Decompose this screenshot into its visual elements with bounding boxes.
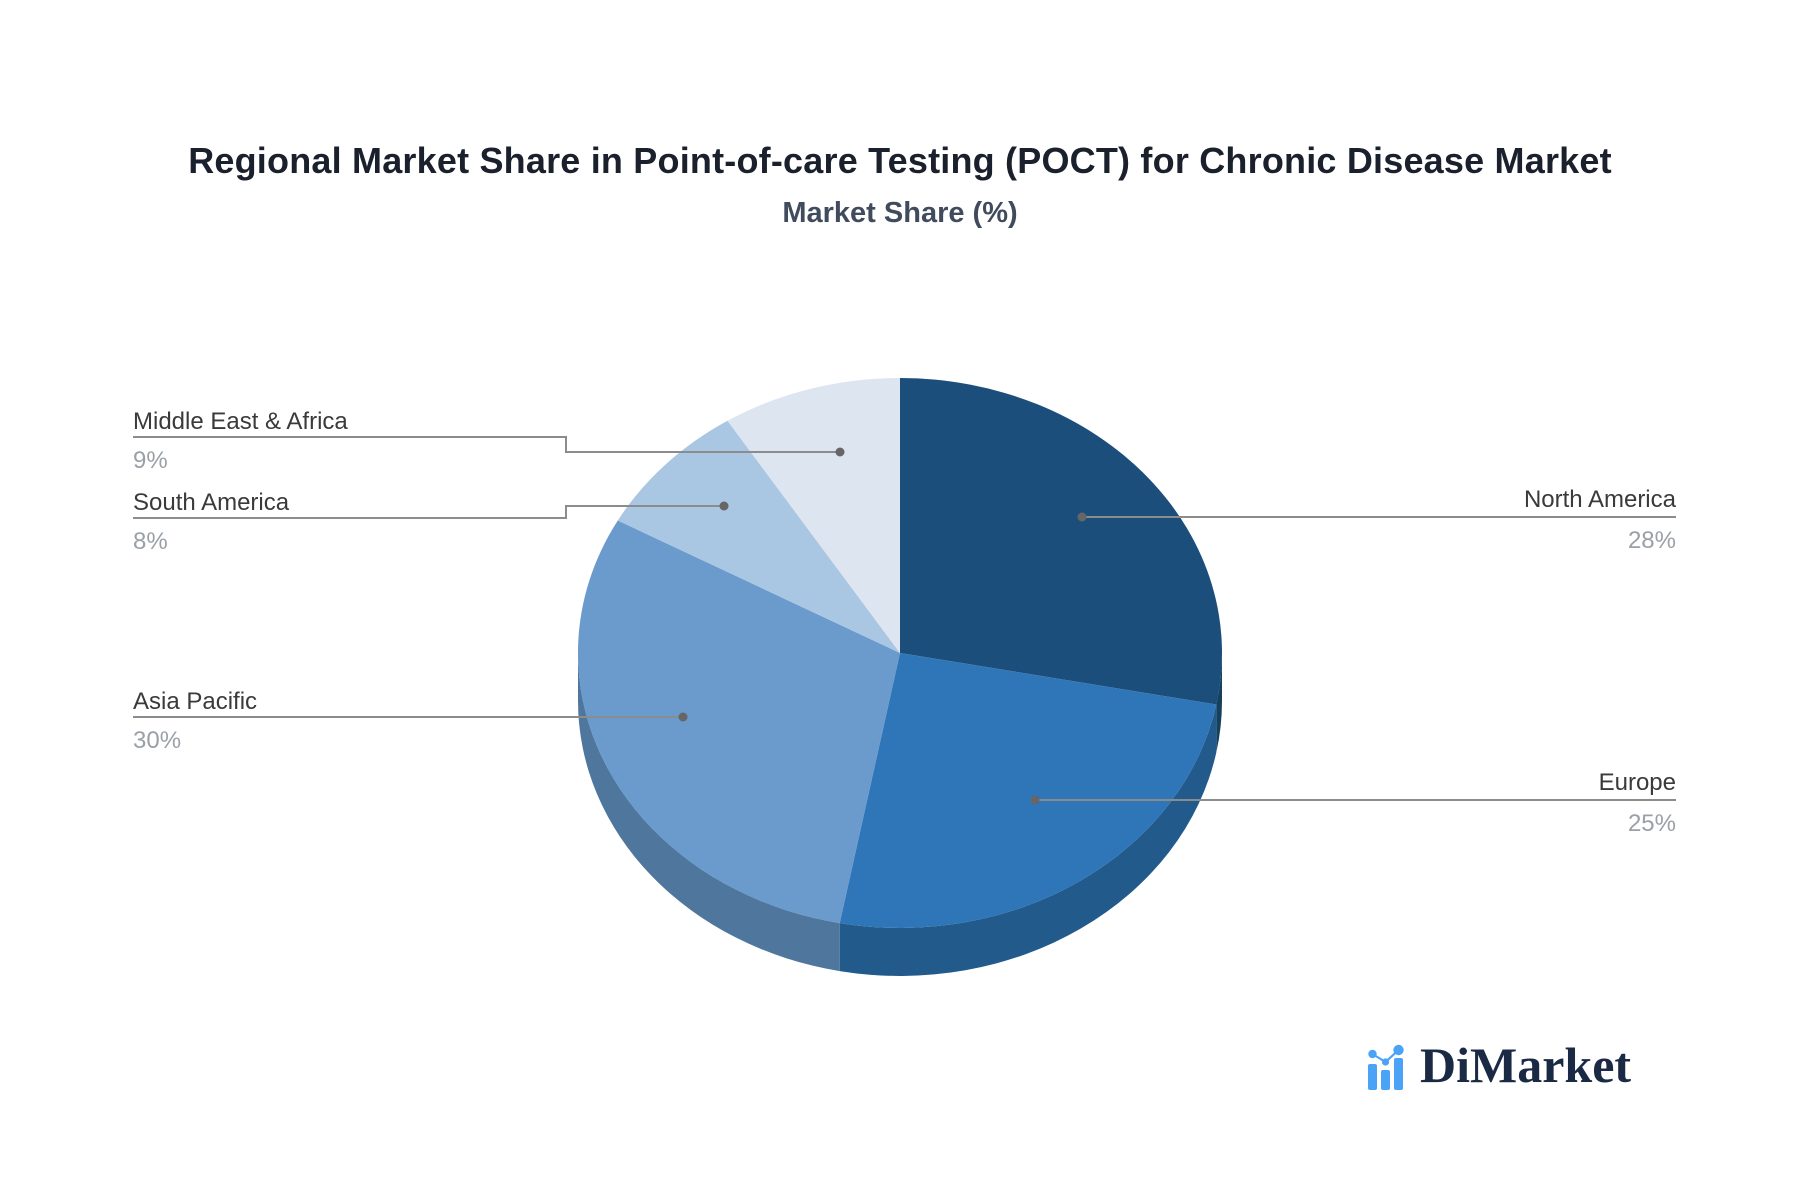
bar-line-chart-icon	[1368, 1044, 1404, 1090]
slice-value-europe: 25%	[1627, 810, 1676, 837]
slice-label-europe: Europe	[1598, 769, 1676, 796]
leader-dot-south-america	[719, 501, 729, 511]
slice-label-south-america: South America	[133, 489, 290, 516]
leader-dot-asia-pacific	[678, 712, 688, 722]
chart-title: Regional Market Share in Point-of-care T…	[188, 140, 1612, 181]
pie-slice-middle-east-africa[interactable]	[727, 378, 901, 653]
leader-dot-north-america	[1077, 512, 1087, 522]
leader-dot-europe	[1030, 795, 1040, 805]
pie-slice-asia-pacific[interactable]	[577, 520, 900, 924]
slice-value-north-america: 28%	[1627, 527, 1676, 554]
pie-slice-side-north-america	[1216, 653, 1222, 753]
leader-line-middle-east-africa	[133, 436, 840, 453]
leader-line-south-america	[133, 505, 724, 519]
leader-dot-middle-east-africa	[835, 447, 845, 457]
slice-value-asia-pacific: 30%	[133, 727, 182, 754]
pie-slice-europe[interactable]	[839, 653, 1217, 928]
pie-slice-south-america[interactable]	[617, 420, 900, 653]
logo-text: DiMarket	[1420, 1037, 1632, 1093]
slice-label-asia-pacific: Asia Pacific	[133, 688, 258, 715]
slice-label-north-america: North America	[1523, 486, 1676, 513]
slice-value-middle-east-africa: 9%	[133, 447, 168, 474]
logo: DiMarket	[1366, 1040, 1631, 1090]
pie-slice-north-america[interactable]	[900, 378, 1222, 705]
pie-slice-side-asia-pacific	[578, 653, 840, 972]
slice-value-south-america: 8%	[133, 528, 168, 555]
slice-label-middle-east-africa: Middle East & Africa	[133, 408, 348, 435]
pie-slice-side-europe	[839, 704, 1217, 976]
chart-subtitle: Market Share (%)	[782, 197, 1018, 229]
